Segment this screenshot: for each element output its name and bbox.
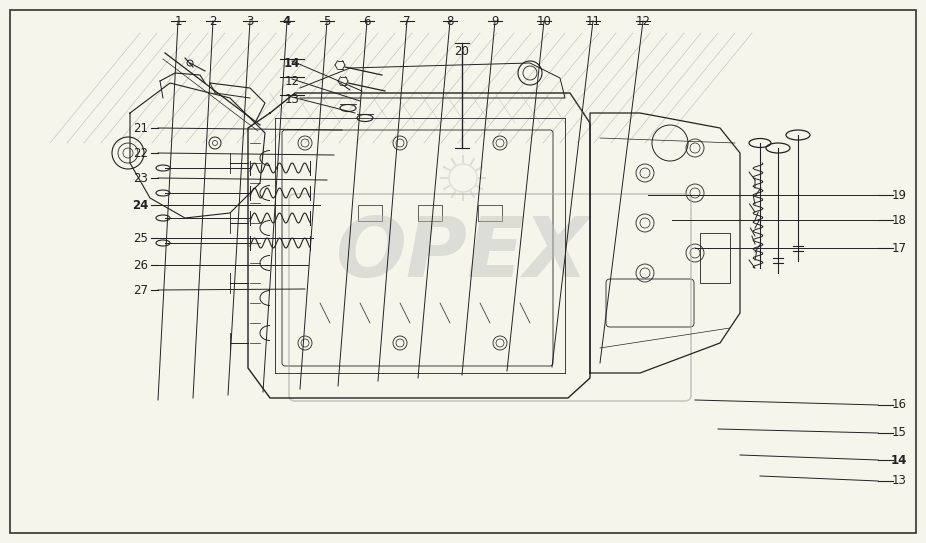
Text: 8: 8 (446, 15, 454, 28)
Text: 14: 14 (891, 453, 907, 466)
Bar (700, 233, 730, 283)
Text: 23: 23 (133, 172, 148, 185)
Text: 24: 24 (131, 199, 148, 212)
Text: 15: 15 (892, 426, 907, 439)
Text: 11: 11 (585, 15, 600, 28)
Text: 16: 16 (892, 399, 907, 412)
Text: 25: 25 (133, 231, 148, 244)
Text: 20: 20 (455, 45, 469, 58)
Text: 2: 2 (209, 15, 217, 28)
Text: 17: 17 (892, 242, 907, 255)
Text: 12: 12 (635, 15, 650, 28)
Text: 13: 13 (284, 93, 299, 106)
Text: 10: 10 (536, 15, 552, 28)
Text: 12: 12 (284, 75, 299, 88)
Text: 21: 21 (133, 122, 148, 135)
Text: 5: 5 (323, 15, 331, 28)
Text: 19: 19 (892, 188, 907, 201)
Text: OPEX: OPEX (336, 212, 590, 294)
Text: 3: 3 (246, 15, 254, 28)
Text: 4: 4 (282, 15, 291, 28)
Bar (478, 205, 502, 221)
Bar (358, 205, 382, 221)
Bar (418, 205, 442, 221)
Text: 27: 27 (133, 283, 148, 296)
Text: 7: 7 (403, 15, 411, 28)
Text: 6: 6 (363, 15, 370, 28)
Text: 1: 1 (174, 15, 181, 28)
Text: 18: 18 (892, 213, 907, 226)
Text: 26: 26 (133, 258, 148, 272)
Text: 14: 14 (283, 57, 300, 70)
Text: 22: 22 (133, 147, 148, 160)
Text: 13: 13 (892, 475, 907, 488)
Text: 9: 9 (492, 15, 499, 28)
